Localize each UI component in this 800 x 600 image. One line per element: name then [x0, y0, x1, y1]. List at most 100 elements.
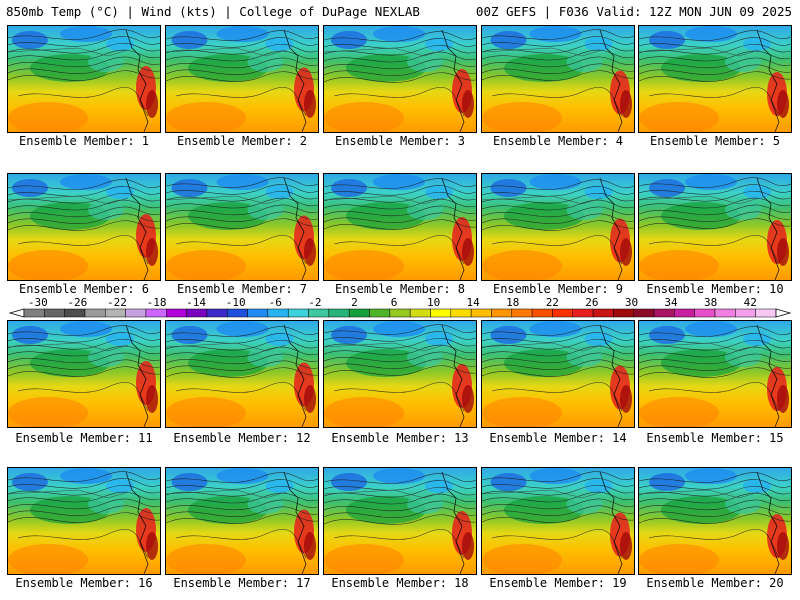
colorbar-left-arrow	[8, 308, 25, 318]
colorbar-tick-label: -6	[269, 296, 282, 309]
colorbar-tick-label: 38	[704, 296, 717, 309]
colorbar-swatch	[287, 308, 309, 318]
ensemble-map-panel	[7, 467, 161, 575]
ensemble-map-panel	[165, 173, 319, 281]
temperature-map	[639, 174, 791, 280]
colorbar-swatch	[552, 308, 574, 318]
colorbar-right-arrow	[775, 308, 792, 318]
colorbar-swatch	[694, 308, 716, 318]
colorbar-tick-label: -18	[147, 296, 167, 309]
colorbar-tick-label: 14	[467, 296, 481, 309]
colorbar-swatch	[186, 308, 208, 318]
colorbar-swatch	[714, 308, 736, 318]
colorbar-tick-label: -10	[226, 296, 246, 309]
colorbar-swatch	[267, 308, 289, 318]
temperature-map	[639, 26, 791, 132]
ensemble-member-label: Ensemble Member: 16	[15, 576, 153, 590]
valid-time-label: 00Z GEFS | F036 Valid: 12Z MON JUN 09 20…	[475, 4, 792, 19]
colorbar-swatch	[145, 308, 167, 318]
ensemble-map-panel	[323, 25, 477, 133]
ensemble-map-panel	[323, 467, 477, 575]
ensemble-map-panel	[481, 320, 635, 428]
temperature-map	[639, 468, 791, 574]
ensemble-map-panel	[7, 173, 161, 281]
colorbar-swatch	[491, 308, 513, 318]
colorbar-tick-label: -2	[308, 296, 321, 309]
colorbar-swatch	[755, 308, 777, 318]
ensemble-member-label: Ensemble Member: 12	[173, 431, 311, 445]
temperature-map	[482, 321, 634, 427]
colorbar-tick-label: -22	[107, 296, 127, 309]
ensemble-member-label: Ensemble Member: 1	[18, 134, 150, 148]
colorbar-swatch	[653, 308, 675, 318]
colorbar-tick-label: -30	[28, 296, 48, 309]
chart-title: 850mb Temp (°C) | Wind (kts) | College o…	[6, 4, 420, 19]
temperature-map	[8, 468, 160, 574]
colorbar-swatch	[64, 308, 86, 318]
temperature-map	[8, 174, 160, 280]
temperature-colorbar: -30 -26 -22 -18 -14 -10 -6 -2 2 6 10 14 18 22 26 30 34 38…	[8, 296, 792, 318]
colorbar-tick-label: 10	[427, 296, 440, 309]
colorbar-swatch	[369, 308, 391, 318]
ensemble-map-panel	[638, 467, 792, 575]
colorbar-swatch	[328, 308, 350, 318]
colorbar-tick-label: 30	[625, 296, 638, 309]
ensemble-member-label: Ensemble Member: 11	[15, 431, 153, 445]
colorbar-swatch	[409, 308, 431, 318]
ensemble-map-panel	[323, 320, 477, 428]
temperature-map	[166, 321, 318, 427]
ensemble-member-label: Ensemble Member: 3	[334, 134, 466, 148]
ensemble-map-panel	[638, 25, 792, 133]
colorbar-swatch	[389, 308, 411, 318]
colorbar-tick-label: 6	[391, 296, 398, 309]
ensemble-member-label: Ensemble Member: 19	[489, 576, 627, 590]
ensemble-map-panel	[638, 173, 792, 281]
colorbar-swatch	[735, 308, 756, 318]
ensemble-member-label: Ensemble Member: 4	[492, 134, 624, 148]
colorbar-tick-label: 34	[664, 296, 678, 309]
colorbar-swatch	[226, 308, 248, 318]
temperature-map	[8, 26, 160, 132]
ensemble-member-label: Ensemble Member: 13	[331, 431, 469, 445]
colorbar-swatch	[125, 308, 147, 318]
colorbar-tick-label: 42	[744, 296, 757, 309]
colorbar-swatch	[247, 308, 269, 318]
ensemble-member-label: Ensemble Member: 6	[18, 282, 150, 296]
ensemble-map-panel	[323, 173, 477, 281]
temperature-map	[8, 321, 160, 427]
colorbar-swatch	[572, 308, 594, 318]
colorbar-swatch	[348, 308, 370, 318]
ensemble-member-label: Ensemble Member: 18	[331, 576, 469, 590]
ensemble-member-label: Ensemble Member: 10	[646, 282, 784, 296]
colorbar-swatch	[166, 308, 187, 318]
ensemble-map-panel	[481, 173, 635, 281]
colorbar-swatch	[511, 308, 533, 318]
temperature-map	[166, 174, 318, 280]
ensemble-map-panel	[165, 467, 319, 575]
ensemble-map-panel	[165, 320, 319, 428]
colorbar-swatch	[84, 308, 106, 318]
ensemble-member-label: Ensemble Member: 14	[489, 431, 627, 445]
colorbar-swatch	[613, 308, 634, 318]
ensemble-member-label: Ensemble Member: 7	[176, 282, 308, 296]
colorbar-tick-label: 2	[351, 296, 358, 309]
ensemble-map-panel	[7, 320, 161, 428]
colorbar-swatch	[44, 308, 65, 318]
colorbar-swatch	[674, 308, 695, 318]
colorbar-swatch	[531, 308, 553, 318]
colorbar-swatch	[450, 308, 472, 318]
colorbar-swatch	[470, 308, 492, 318]
ensemble-map-panel	[7, 25, 161, 133]
ensemble-member-label: Ensemble Member: 8	[334, 282, 466, 296]
colorbar-swatch	[633, 308, 655, 318]
colorbar-swatch	[105, 308, 126, 318]
temperature-map	[166, 26, 318, 132]
temperature-map	[324, 174, 476, 280]
temperature-map	[324, 321, 476, 427]
ensemble-member-label: Ensemble Member: 20	[646, 576, 784, 590]
ensemble-member-label: Ensemble Member: 17	[173, 576, 311, 590]
temperature-map	[482, 174, 634, 280]
temperature-map	[482, 26, 634, 132]
ensemble-member-label: Ensemble Member: 5	[649, 134, 781, 148]
ensemble-map-panel	[638, 320, 792, 428]
